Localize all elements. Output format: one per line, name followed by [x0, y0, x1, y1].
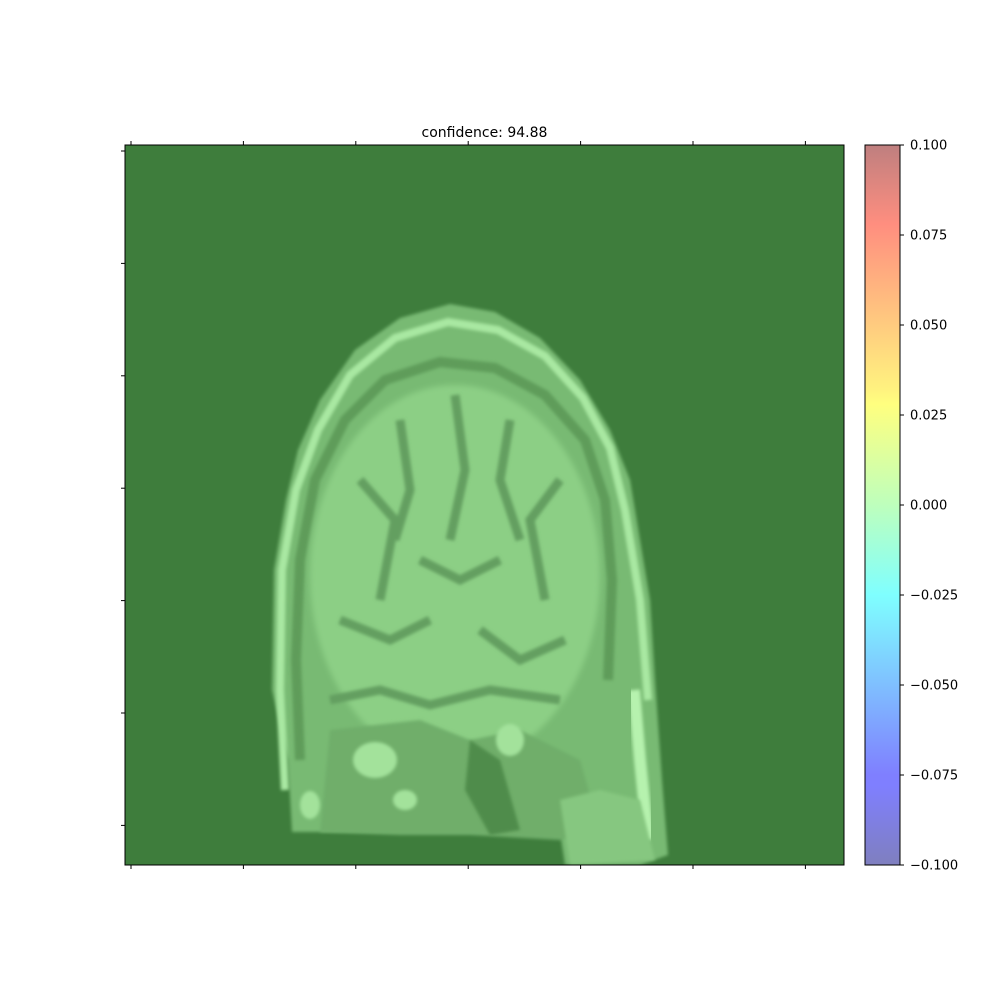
plot-frame [124, 144, 845, 866]
colorbar-gradient [865, 145, 900, 865]
colorbar-tick-label-7: −0.075 [910, 769, 958, 784]
colorbar-ticks: 0.100 0.075 0.050 0.025 0.000 −0.025 −0.050 −0.… [900, 139, 958, 874]
chart-title: confidence: 94.88 [422, 125, 548, 141]
sulci [329, 394, 567, 710]
neck [560, 790, 655, 865]
colorbar-tick-label-0: 0.100 [910, 139, 947, 154]
brainstem [465, 740, 520, 835]
colorbar-tick-label-3: 0.025 [910, 409, 947, 424]
colorbar-tick-label-4: 0.000 [910, 499, 947, 514]
dark-sulcus-ring [290, 356, 618, 761]
colorbar: 0.100 0.075 0.050 0.025 0.000 −0.025 −0.050 −0.… [864, 139, 958, 874]
brain-image [272, 304, 668, 865]
scalp-edge [628, 689, 654, 841]
plot-area [125, 145, 844, 865]
colorbar-tick-label-6: −0.050 [910, 679, 958, 694]
cerebellum-highlights [300, 724, 524, 819]
y-axis-ticks [121, 150, 125, 826]
skull-rim [275, 317, 652, 791]
colorbar-tick-label-2: 0.050 [910, 319, 947, 334]
colorbar-tick-label-1: 0.075 [910, 229, 947, 244]
x-axis-ticks [130, 141, 806, 869]
colorbar-tick-label-5: −0.025 [910, 589, 958, 604]
colorbar-tick-label-8: −0.100 [910, 859, 958, 874]
